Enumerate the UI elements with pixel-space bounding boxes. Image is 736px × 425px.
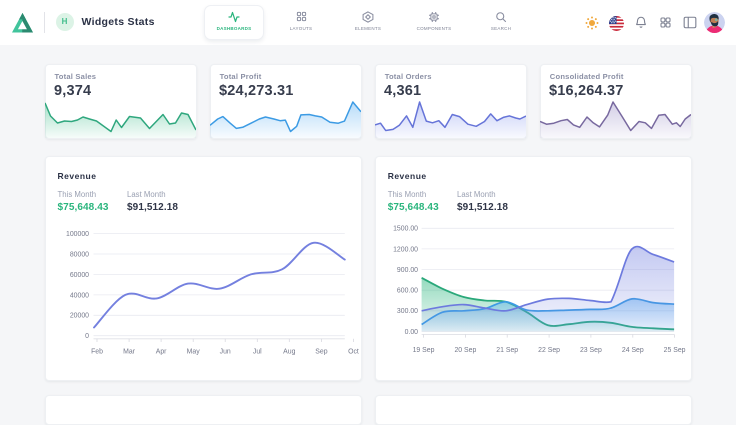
- svg-text:May: May: [186, 348, 200, 355]
- svg-text:20 Sep: 20 Sep: [454, 347, 476, 354]
- svg-text:19 Sep: 19 Sep: [412, 347, 434, 354]
- svg-text:600.00: 600.00: [397, 287, 418, 294]
- svg-text:20000: 20000: [69, 312, 88, 319]
- svg-text:100000: 100000: [66, 231, 89, 238]
- svg-text:Mar: Mar: [123, 348, 136, 355]
- svg-text:24 Sep: 24 Sep: [622, 347, 644, 354]
- svg-text:Oct: Oct: [348, 348, 359, 355]
- svg-text:0.00: 0.00: [404, 328, 418, 335]
- svg-text:1200.00: 1200.00: [393, 246, 418, 253]
- svg-text:23 Sep: 23 Sep: [580, 347, 602, 354]
- svg-text:40000: 40000: [69, 292, 88, 299]
- svg-text:25 Sep: 25 Sep: [663, 347, 685, 354]
- svg-text:300.00: 300.00: [397, 308, 418, 315]
- svg-text:22 Sep: 22 Sep: [538, 347, 560, 354]
- svg-text:Sep: Sep: [315, 348, 327, 355]
- svg-text:0: 0: [85, 333, 89, 340]
- svg-text:Aug: Aug: [283, 348, 295, 355]
- svg-text:Feb: Feb: [91, 348, 103, 355]
- svg-text:900.00: 900.00: [397, 267, 418, 274]
- svg-text:Apr: Apr: [155, 348, 166, 355]
- svg-text:Jun: Jun: [219, 348, 230, 355]
- svg-text:21 Sep: 21 Sep: [496, 347, 518, 354]
- svg-text:80000: 80000: [69, 251, 88, 258]
- svg-text:60000: 60000: [69, 272, 88, 279]
- svg-text:1500.00: 1500.00: [393, 225, 418, 232]
- svg-text:Jul: Jul: [252, 348, 261, 355]
